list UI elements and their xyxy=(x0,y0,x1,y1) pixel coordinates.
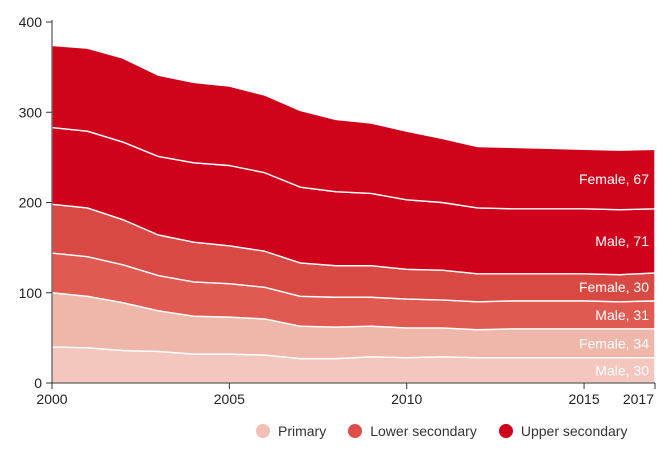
series-label-2: Male, 31 xyxy=(595,307,649,323)
area-series-5 xyxy=(51,44,656,211)
legend: Primary Lower secondary Upper secondary xyxy=(256,423,627,439)
series-label-4: Male, 71 xyxy=(595,233,649,249)
series-labels: Male, 30 Female, 34 Male, 31 Female, 30 Male… xyxy=(579,171,649,378)
series-label-5: Female, 67 xyxy=(579,171,649,187)
legend-item-upper-secondary: Upper secondary xyxy=(498,423,628,439)
legend-swatch-lower-secondary xyxy=(348,424,363,438)
axes: 0 100 200 300 400 2000 2005 2010 2015 2017 xyxy=(19,14,656,407)
x-tick-label-3: 2015 xyxy=(568,391,599,407)
legend-swatch-upper-secondary xyxy=(498,424,513,438)
x-tick-label-4: 2017 xyxy=(623,391,654,407)
legend-swatch-primary xyxy=(256,424,270,438)
y-tick-label-0: 0 xyxy=(34,375,42,391)
legend-item-primary: Primary xyxy=(256,423,326,439)
y-tick-label-1: 100 xyxy=(19,285,43,301)
series-label-3: Female, 30 xyxy=(579,279,649,295)
y-tick-label-3: 300 xyxy=(19,104,43,120)
legend-label-lower-secondary: Lower secondary xyxy=(370,423,477,439)
plot-area xyxy=(51,44,656,384)
x-tick-label-0: 2000 xyxy=(36,391,67,407)
x-tick-label-2: 2010 xyxy=(391,391,422,407)
y-tick-label-2: 200 xyxy=(19,195,43,211)
series-label-0: Male, 30 xyxy=(595,362,649,378)
legend-label-primary: Primary xyxy=(278,423,327,439)
x-tick-label-1: 2005 xyxy=(214,391,245,407)
y-tick-label-4: 400 xyxy=(19,14,43,30)
series-label-1: Female, 34 xyxy=(579,335,649,351)
legend-item-lower-secondary: Lower secondary xyxy=(348,423,477,439)
legend-label-upper-secondary: Upper secondary xyxy=(520,423,628,439)
